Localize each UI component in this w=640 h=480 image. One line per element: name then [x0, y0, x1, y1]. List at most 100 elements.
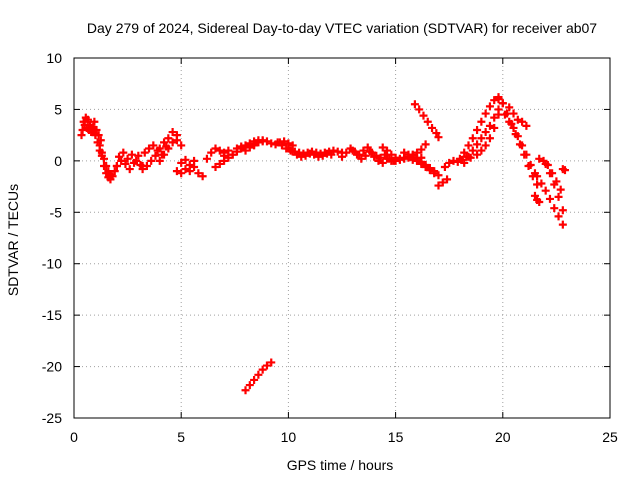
- data-point: [125, 165, 134, 174]
- y-axis-ticks: -25 -20 -15 -10 -5 0 5 10: [42, 50, 610, 426]
- data-point: [419, 111, 428, 120]
- y-tick-label: 10: [46, 50, 62, 66]
- data-point: [112, 162, 121, 170]
- data-point: [102, 162, 111, 170]
- data-point: [477, 117, 486, 126]
- data-point: [100, 154, 109, 163]
- series-arc-04: [95, 141, 115, 180]
- data-point: [318, 151, 327, 160]
- data-point: [541, 159, 550, 168]
- data-point: [432, 129, 441, 138]
- data-point: [211, 163, 220, 172]
- series-arc-18: [284, 144, 336, 161]
- data-point: [440, 163, 449, 172]
- data-point: [301, 151, 310, 160]
- data-point: [490, 123, 499, 132]
- data-point: [153, 146, 162, 155]
- data-point: [215, 159, 224, 168]
- data-point: [147, 156, 156, 165]
- plot-border: [73, 57, 611, 419]
- data-point: [220, 156, 229, 165]
- data-point: [211, 144, 220, 153]
- data-point: [481, 109, 490, 118]
- data-point: [425, 164, 434, 173]
- data-point: [168, 128, 177, 137]
- data-point: [443, 175, 452, 184]
- series-arc-10: [172, 163, 207, 181]
- data-point: [421, 160, 430, 169]
- data-point: [417, 157, 426, 166]
- data-point: [168, 138, 177, 147]
- data-point: [181, 165, 190, 174]
- data-point: [513, 115, 522, 124]
- data-point: [410, 100, 419, 109]
- data-point: [228, 150, 237, 159]
- data-point: [413, 154, 422, 163]
- data-point: [415, 105, 424, 114]
- data-point: [490, 113, 499, 122]
- data-point: [473, 126, 482, 134]
- data-point: [89, 122, 98, 131]
- data-point: [160, 138, 169, 147]
- data-point: [400, 148, 409, 157]
- data-point: [237, 142, 246, 151]
- data-point: [348, 146, 357, 155]
- data-point: [460, 158, 469, 167]
- x-tick-label: 25: [602, 429, 618, 445]
- data-point: [554, 192, 563, 201]
- y-tick-label: -5: [50, 204, 63, 220]
- data-point: [468, 146, 477, 155]
- y-axis-label: SDTVAR / TECUs: [5, 184, 21, 296]
- data-point: [288, 147, 297, 156]
- y-tick-label: -15: [42, 307, 62, 323]
- data-point: [224, 153, 233, 162]
- data-point: [513, 132, 522, 141]
- data-point: [545, 169, 554, 178]
- data-point: [95, 141, 104, 150]
- data-point: [522, 121, 531, 130]
- data-point: [106, 171, 115, 180]
- data-point: [119, 148, 128, 157]
- data-point: [438, 178, 447, 187]
- data-point: [556, 185, 565, 194]
- series-arc-32: [500, 110, 539, 178]
- series-arc-16: [241, 358, 276, 395]
- data-point: [292, 150, 301, 159]
- data-point: [365, 147, 374, 156]
- x-tick-label: 20: [495, 429, 511, 445]
- data-point: [115, 152, 124, 161]
- data-point: [477, 146, 486, 155]
- y-tick-label: -10: [42, 256, 62, 272]
- data-point: [545, 194, 554, 203]
- data-point: [254, 138, 263, 147]
- series-arc-25: [410, 100, 443, 142]
- data-point: [494, 95, 503, 104]
- data-point: [87, 128, 96, 137]
- data-point: [522, 150, 531, 159]
- y-tick-label: 0: [54, 153, 62, 169]
- data-point: [464, 141, 473, 150]
- data-point: [353, 150, 362, 159]
- data-point: [428, 123, 437, 132]
- data-point: [417, 145, 426, 154]
- data-point: [262, 137, 271, 146]
- data-point: [370, 152, 379, 161]
- data-point: [383, 154, 392, 163]
- data-point: [245, 143, 254, 152]
- data-point: [83, 115, 92, 124]
- data-point: [378, 143, 387, 152]
- data-point: [509, 123, 518, 132]
- data-point: [172, 136, 181, 145]
- series-arc-07: [138, 128, 181, 174]
- data-point: [485, 102, 494, 111]
- x-tick-label: 10: [281, 429, 297, 445]
- data-point: [160, 150, 169, 159]
- data-point: [177, 169, 186, 178]
- series-arc-33: [505, 103, 531, 130]
- data-point: [430, 167, 439, 176]
- data-point: [140, 148, 149, 157]
- data-point: [500, 110, 509, 119]
- data-point: [481, 141, 490, 150]
- data-point: [190, 156, 199, 165]
